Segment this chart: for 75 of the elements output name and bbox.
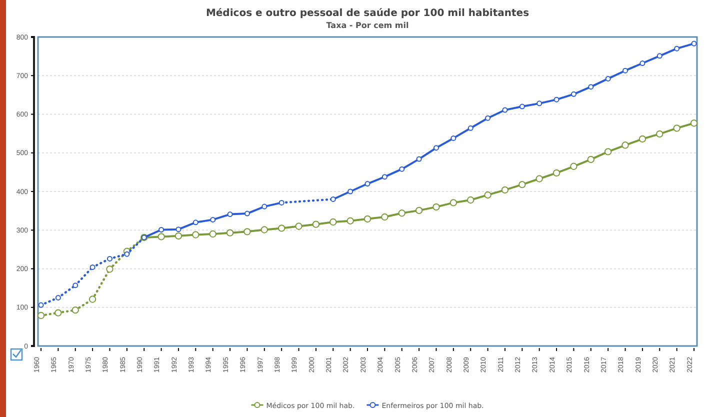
point: [262, 204, 268, 210]
point: [348, 188, 354, 194]
point: [656, 53, 662, 59]
point: [468, 125, 474, 131]
point: [519, 104, 525, 110]
point: [398, 210, 406, 217]
point: [432, 203, 440, 211]
point: [55, 294, 61, 300]
point: [518, 180, 526, 188]
point: [38, 302, 44, 308]
point: [485, 115, 491, 121]
point: [638, 135, 646, 143]
point: [554, 96, 560, 102]
point: [450, 199, 458, 206]
point: [399, 166, 405, 172]
point: [124, 251, 130, 257]
point: [674, 46, 680, 52]
point: [72, 306, 79, 314]
point: [176, 226, 182, 232]
point: [226, 229, 234, 236]
chart-subtitle: Taxa - Por cem mil: [326, 21, 409, 30]
point: [656, 130, 664, 138]
point: [227, 212, 233, 218]
point: [502, 107, 508, 113]
point: [536, 175, 543, 182]
point: [330, 218, 337, 226]
point: [587, 156, 594, 164]
point: [330, 196, 336, 202]
point: [209, 230, 216, 238]
point: [210, 216, 216, 222]
point: [673, 124, 680, 132]
point: [605, 76, 611, 82]
point: [174, 232, 182, 240]
point: [570, 162, 578, 170]
point: [552, 169, 560, 177]
point: [295, 222, 302, 230]
point: [364, 215, 372, 223]
point: [158, 233, 165, 240]
point: [88, 296, 96, 303]
point: [691, 40, 697, 46]
point: [278, 224, 286, 232]
point: [382, 174, 388, 180]
point: [260, 226, 268, 234]
point: [501, 186, 509, 194]
point: [622, 142, 629, 149]
point: [415, 206, 423, 214]
point: [450, 135, 456, 141]
point: [244, 210, 250, 216]
point: [90, 264, 96, 270]
point: [416, 156, 422, 162]
point: [158, 226, 164, 232]
point: [604, 148, 612, 156]
point: [570, 91, 576, 97]
point: [484, 191, 492, 199]
point: [433, 145, 439, 151]
point: [278, 200, 284, 206]
point: [588, 84, 594, 90]
point: [192, 220, 198, 226]
point: [381, 213, 388, 221]
point: [312, 220, 320, 228]
chart-title: Médicos e outro pessoal de saúde por 100 mil habitantes: [206, 8, 530, 19]
point: [37, 312, 45, 320]
point: [467, 196, 474, 204]
point: [244, 228, 251, 236]
point: [192, 231, 200, 238]
point: [106, 266, 114, 273]
point: [54, 309, 62, 316]
point: [72, 282, 78, 288]
point: [536, 100, 542, 106]
point: [364, 181, 370, 187]
point: [346, 217, 354, 224]
point: [640, 60, 646, 66]
point: [622, 68, 628, 74]
point: [106, 256, 112, 262]
point: [690, 120, 698, 127]
